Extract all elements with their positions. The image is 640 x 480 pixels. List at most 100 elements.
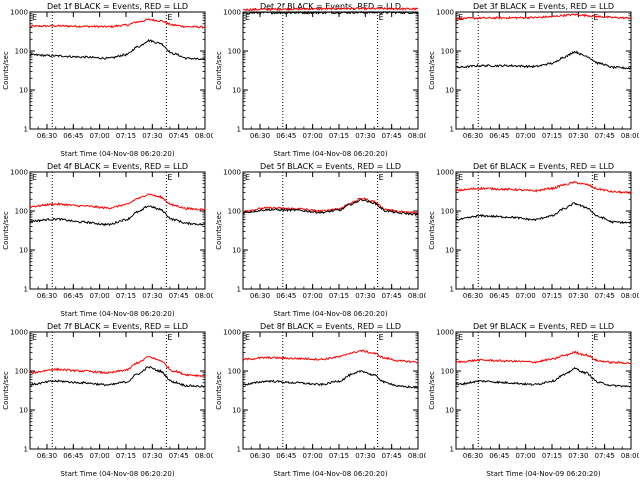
y-axis-label: Counts/sec bbox=[2, 211, 10, 250]
y-axis-label: Counts/sec bbox=[215, 371, 223, 410]
x-tick-label: 07:00 bbox=[516, 132, 536, 140]
x-tick-label: 06:45 bbox=[489, 292, 509, 300]
x-tick-label: 08:00 bbox=[408, 132, 426, 140]
x-tick-label: 06:30 bbox=[463, 292, 483, 300]
x-tick-label: 08:00 bbox=[195, 132, 213, 140]
series-line-lld bbox=[455, 13, 632, 21]
x-tick-label: 07:45 bbox=[169, 452, 189, 460]
y-tick-label: 10 bbox=[232, 247, 241, 255]
y-tick-label: 100 bbox=[228, 48, 241, 56]
x-tick-label: 07:15 bbox=[116, 132, 136, 140]
series-line-events bbox=[29, 365, 206, 388]
e-marker-label: E bbox=[593, 333, 598, 342]
plot-frame bbox=[242, 331, 419, 450]
chart-title: Det 6f BLACK = Events, RED = LLD bbox=[473, 162, 614, 171]
series-line-lld bbox=[243, 197, 419, 214]
y-tick-label: 100 bbox=[441, 368, 454, 376]
series-line-lld bbox=[29, 193, 206, 211]
series-line-lld bbox=[242, 6, 419, 12]
chart-panel-5: Det 5f BLACK = Events, RED = LLD 1 10 100 10… bbox=[215, 162, 426, 318]
x-axis-label: Start Time (04-Nov-09 06:20:20) bbox=[486, 470, 600, 478]
series-line-events bbox=[242, 370, 419, 390]
y-tick-label: 100 bbox=[441, 48, 454, 56]
x-tick-label: 07:30 bbox=[142, 452, 162, 460]
chart-title: Det 1f BLACK = Events, RED = LLD bbox=[47, 2, 188, 11]
x-tick-label: 07:30 bbox=[568, 292, 588, 300]
y-tick-label: 1000 bbox=[436, 169, 454, 177]
y-tick-label: 100 bbox=[228, 368, 241, 376]
chart-title: Det 3f BLACK = Events, RED = LLD bbox=[473, 2, 614, 11]
e-marker-label: E bbox=[245, 173, 250, 182]
x-tick-label: 06:45 bbox=[276, 292, 296, 300]
e-marker-label: E bbox=[593, 173, 598, 182]
y-tick-label: 1 bbox=[24, 446, 28, 454]
plot-frame bbox=[242, 11, 419, 130]
x-tick-label: 06:45 bbox=[63, 292, 83, 300]
x-tick-label: 07:00 bbox=[303, 292, 323, 300]
e-marker-label: E bbox=[379, 13, 384, 22]
series-line-lld bbox=[455, 350, 632, 365]
series-line-lld bbox=[30, 355, 206, 378]
x-tick-label: 07:15 bbox=[329, 292, 349, 300]
x-tick-label: 07:00 bbox=[303, 132, 323, 140]
x-tick-label: 07:30 bbox=[355, 452, 375, 460]
x-tick-label: 06:45 bbox=[489, 452, 509, 460]
x-tick-label: 07:45 bbox=[169, 132, 189, 140]
series-line-lld bbox=[455, 180, 632, 195]
chart-title: Det 5f BLACK = Events, RED = LLD bbox=[260, 162, 401, 171]
y-tick-label: 10 bbox=[445, 87, 454, 95]
x-axis-label: Start Time (04-Nov-08 06:20:20) bbox=[60, 150, 174, 158]
plot-frame bbox=[29, 171, 206, 290]
y-axis-label: Counts/sec bbox=[428, 211, 436, 250]
x-tick-label: 07:00 bbox=[303, 452, 323, 460]
y-axis-label: Counts/sec bbox=[2, 51, 10, 90]
x-tick-label: 07:30 bbox=[355, 132, 375, 140]
chart-panel-1: Det 1f BLACK = Events, RED = LLD 1 10 100 10… bbox=[2, 2, 213, 158]
chart-title: Det 9f BLACK = Events, RED = LLD bbox=[473, 322, 614, 331]
x-tick-label: 07:15 bbox=[542, 452, 562, 460]
chart-panel-9: Det 9f BLACK = Events, RED = LLD 1 10 100 10… bbox=[428, 322, 639, 478]
x-axis-label: Start Time (04-Nov-08 06:20:20) bbox=[60, 470, 174, 478]
y-tick-label: 10 bbox=[232, 87, 241, 95]
chart-panel-2: Det 2f BLACK = Events, RED = LLD 1 10 100 10… bbox=[215, 2, 426, 158]
y-tick-label: 10 bbox=[19, 247, 28, 255]
y-tick-label: 10 bbox=[445, 407, 454, 415]
y-tick-label: 1000 bbox=[10, 169, 28, 177]
series-line-events bbox=[242, 198, 419, 217]
y-axis-label: Counts/sec bbox=[428, 371, 436, 410]
e-marker-label: E bbox=[32, 333, 37, 342]
x-tick-label: 07:45 bbox=[169, 292, 189, 300]
x-tick-label: 07:15 bbox=[116, 292, 136, 300]
y-tick-label: 100 bbox=[15, 368, 28, 376]
y-tick-label: 100 bbox=[228, 208, 241, 216]
y-tick-label: 100 bbox=[15, 208, 28, 216]
x-tick-label: 07:45 bbox=[595, 452, 615, 460]
series-line-events bbox=[242, 10, 419, 15]
chart-title: Det 7f BLACK = Events, RED = LLD bbox=[47, 322, 188, 331]
x-tick-label: 07:15 bbox=[329, 452, 349, 460]
x-tick-label: 08:00 bbox=[621, 292, 639, 300]
x-tick-label: 07:15 bbox=[116, 452, 136, 460]
e-marker-label: E bbox=[32, 173, 37, 182]
x-tick-label: 06:30 bbox=[37, 452, 57, 460]
e-marker-label: E bbox=[167, 173, 172, 182]
x-tick-label: 07:30 bbox=[142, 292, 162, 300]
y-axis-label: Counts/sec bbox=[215, 51, 223, 90]
x-tick-label: 07:00 bbox=[516, 452, 536, 460]
e-marker-label: E bbox=[245, 13, 250, 22]
series-line-events bbox=[455, 366, 632, 388]
x-tick-label: 06:45 bbox=[489, 132, 509, 140]
series-line-events bbox=[29, 205, 206, 227]
x-tick-label: 06:30 bbox=[250, 132, 270, 140]
y-tick-label: 1 bbox=[237, 286, 241, 294]
y-tick-label: 10 bbox=[445, 247, 454, 255]
x-tick-label: 08:00 bbox=[408, 452, 426, 460]
chart-panel-6: Det 6f BLACK = Events, RED = LLD 1 10 100 10… bbox=[428, 162, 639, 300]
x-tick-label: 07:30 bbox=[142, 132, 162, 140]
chart-title: Det 8f BLACK = Events, RED = LLD bbox=[260, 322, 401, 331]
series-line-lld bbox=[242, 349, 419, 364]
e-marker-label: E bbox=[458, 173, 463, 182]
chart-panel-3: Det 3f BLACK = Events, RED = LLD 1 10 100 10… bbox=[428, 2, 639, 140]
x-tick-label: 06:30 bbox=[463, 452, 483, 460]
x-tick-label: 06:45 bbox=[63, 132, 83, 140]
